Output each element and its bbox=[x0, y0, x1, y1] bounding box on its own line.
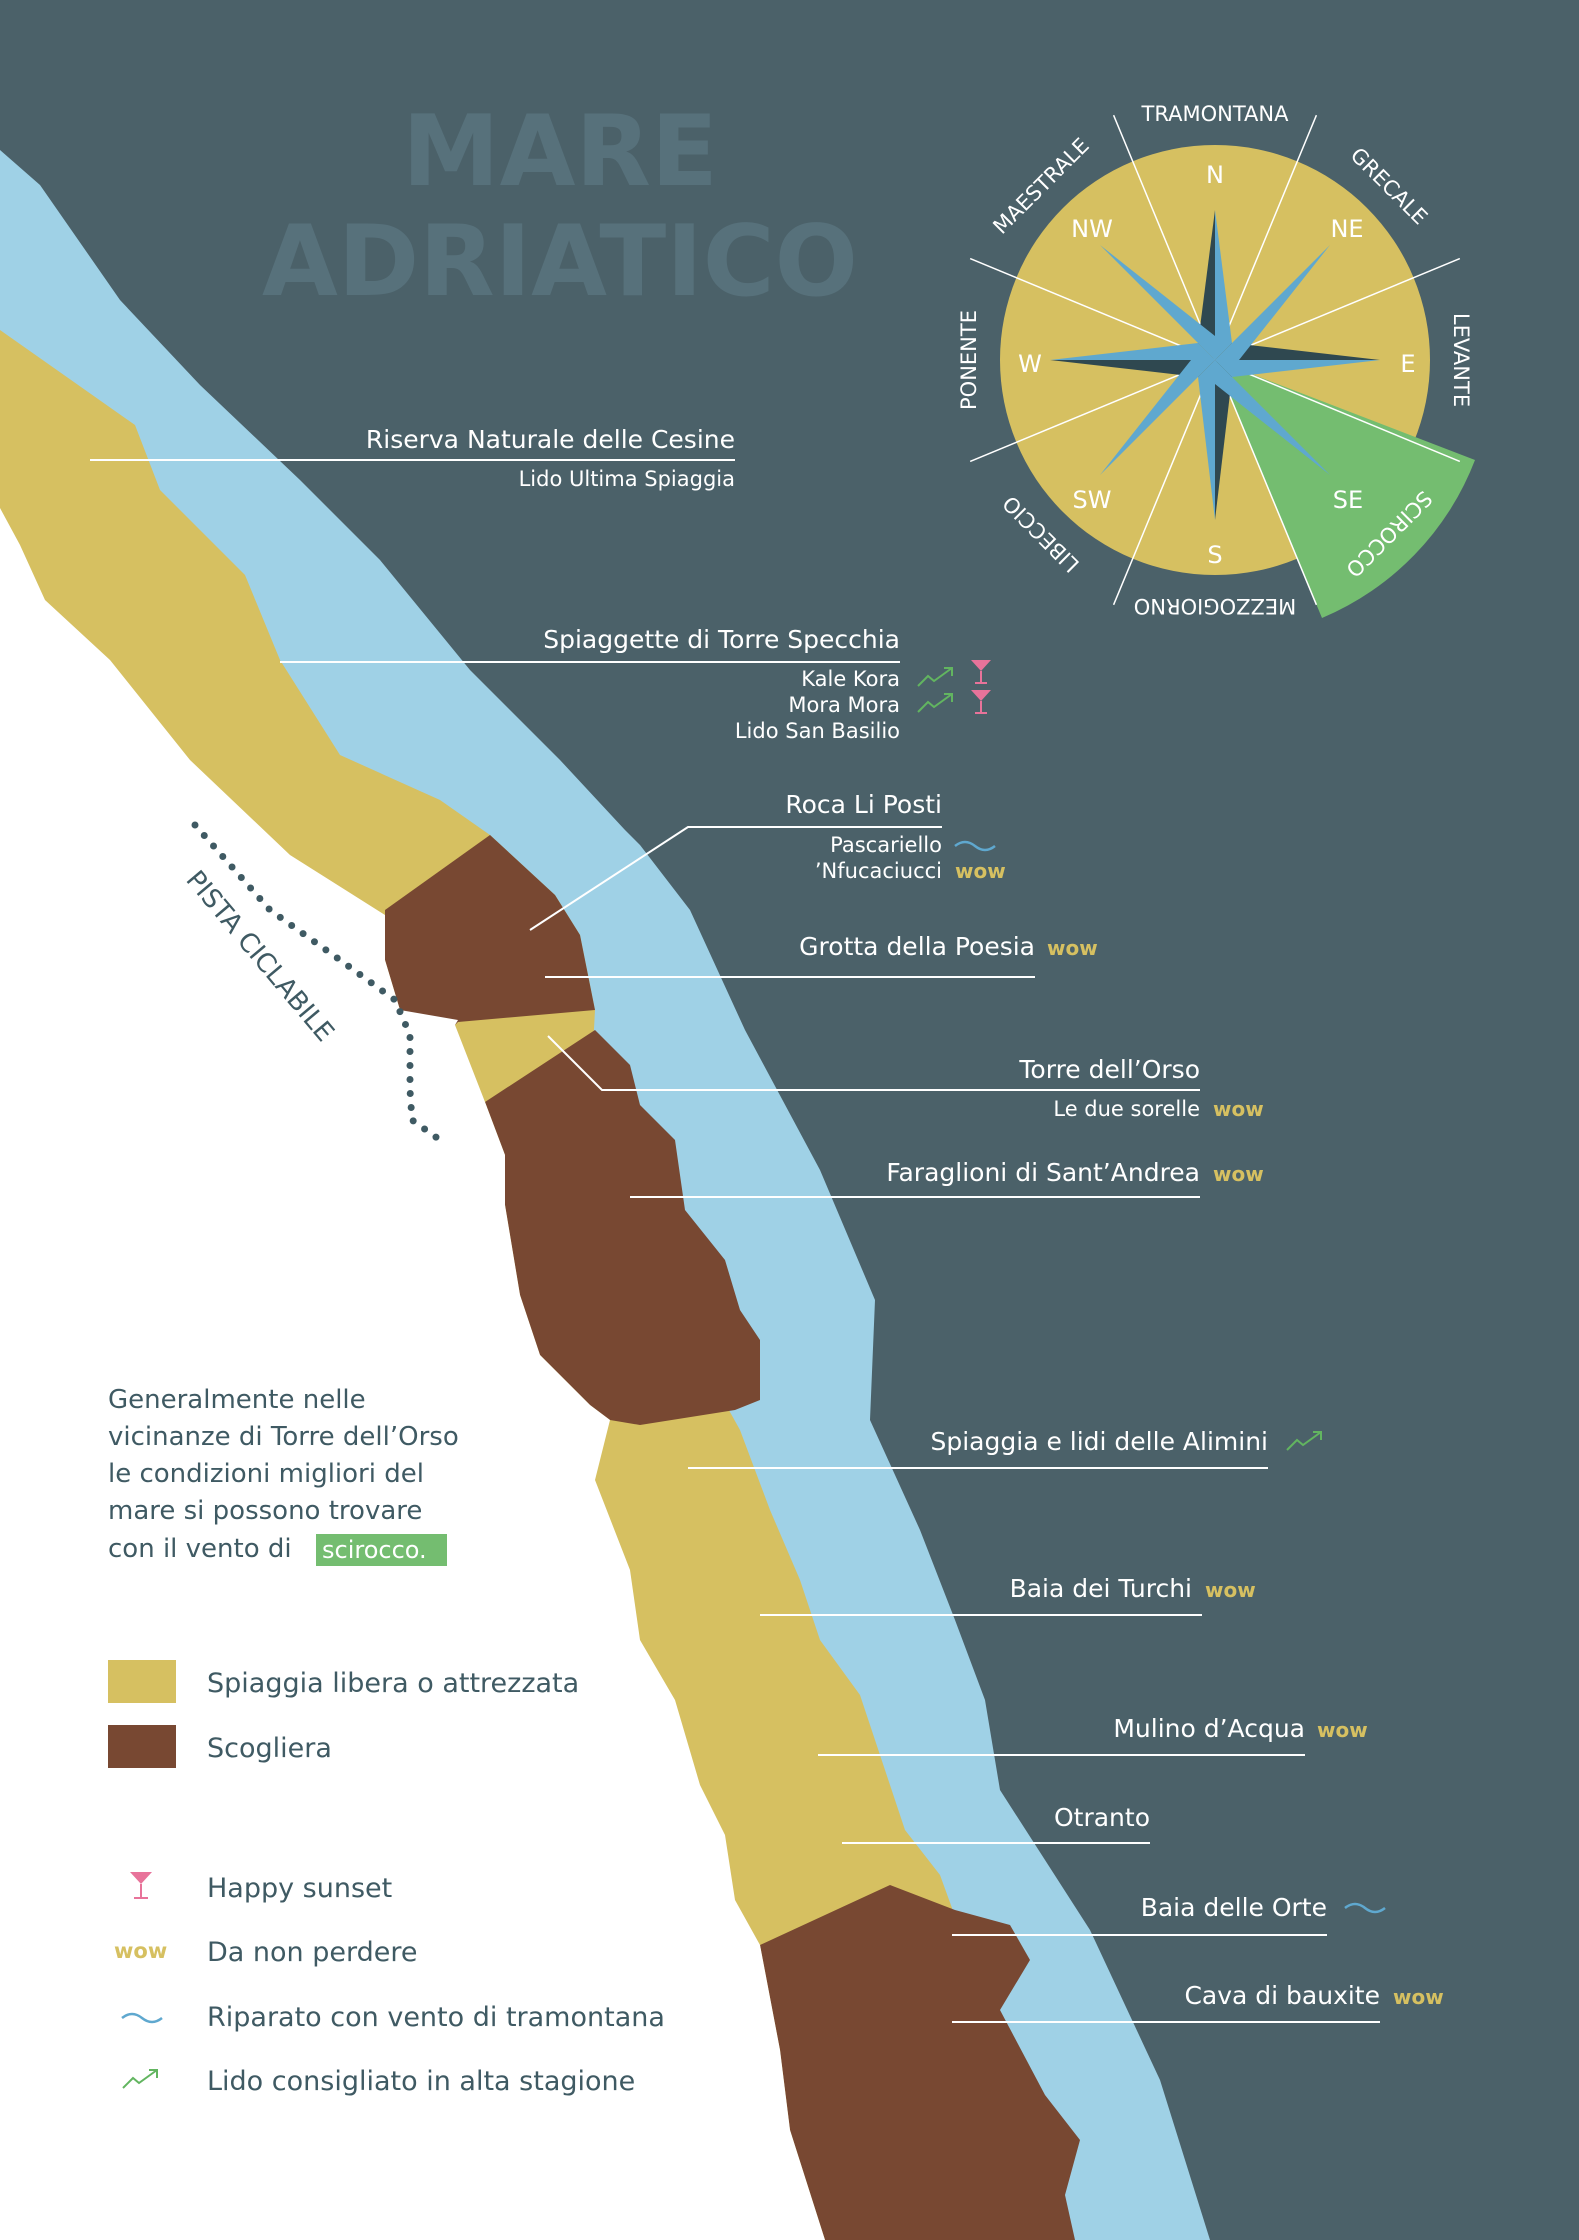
place-torre-specchia: Spiaggette di Torre Specchia bbox=[543, 625, 900, 654]
compass-dir-ne: NE bbox=[1330, 215, 1363, 243]
cliff-otranto bbox=[760, 1885, 1080, 2240]
compass-wind-tramontana: TRAMONTANA bbox=[1141, 102, 1290, 126]
wow-faraglioni: wow bbox=[1213, 1162, 1264, 1186]
place-nfucaciucci: ’Nfucaciucci bbox=[815, 859, 942, 883]
place-lido-san-basilio: Lido San Basilio bbox=[735, 719, 900, 743]
cocktail-icon bbox=[971, 690, 991, 714]
place-torre-orso: Torre dell’Orso bbox=[1018, 1055, 1200, 1084]
compass-star bbox=[1050, 210, 1380, 520]
scirocco-sector bbox=[1215, 360, 1475, 618]
note-highlight: scirocco. bbox=[322, 1536, 427, 1564]
wow-mulino-acqua: wow bbox=[1317, 1718, 1368, 1742]
cycle-path-line bbox=[191, 821, 444, 1144]
compass-dir-sw: SW bbox=[1073, 486, 1112, 514]
place-kale-kora: Kale Kora bbox=[801, 667, 900, 691]
leader-lines bbox=[90, 459, 1380, 2023]
place-pascariello: Pascariello bbox=[830, 833, 942, 857]
wow-baia-turchi: wow bbox=[1205, 1578, 1256, 1602]
cocktail-icon bbox=[971, 660, 991, 684]
note-line-5: con il vento di bbox=[108, 1534, 292, 1564]
wave-icon bbox=[954, 840, 996, 852]
inland-area bbox=[0, 508, 825, 2240]
note-line-4: mare si possono trovare bbox=[108, 1496, 422, 1526]
legend: Spiaggia libera o attrezzata Scogliera H… bbox=[108, 1660, 665, 2097]
legend-wow-mark: wow bbox=[114, 1939, 167, 1963]
compass-line bbox=[1112, 359, 1216, 606]
compass-dir-w: W bbox=[1018, 350, 1042, 378]
lido-icon bbox=[1286, 1431, 1322, 1451]
place-due-sorelle: Le due sorelle bbox=[1053, 1097, 1200, 1121]
cliff-roca bbox=[385, 835, 595, 1025]
place-mulino-acqua: Mulino d’Acqua bbox=[1113, 1714, 1305, 1743]
lido-icon bbox=[917, 667, 953, 687]
compass-wind-levante: LEVANTE bbox=[1449, 313, 1473, 407]
legend-beach-label: Spiaggia libera o attrezzata bbox=[207, 1668, 579, 1699]
legend-lido-label: Lido consigliato in alta stagione bbox=[207, 2066, 635, 2097]
note-line-2: vicinanze di Torre dell’Orso bbox=[108, 1422, 459, 1452]
compass-dir-e: E bbox=[1400, 350, 1415, 378]
lido-icon bbox=[917, 693, 953, 713]
place-riserva-cesine: Riserva Naturale delle Cesine bbox=[366, 425, 735, 454]
legend-beach-swatch bbox=[108, 1660, 176, 1703]
compass-line bbox=[1214, 359, 1318, 606]
compass-line bbox=[1214, 257, 1461, 361]
compass-dir-n: N bbox=[1206, 161, 1224, 189]
compass-line bbox=[1112, 114, 1216, 361]
note-line-3: le condizioni migliori del bbox=[108, 1459, 424, 1489]
wow-grotta-poesia: wow bbox=[1047, 936, 1098, 960]
legend-cliff-swatch bbox=[108, 1725, 176, 1768]
legend-wave-icon bbox=[121, 2012, 163, 2024]
note-highlight-box bbox=[316, 1534, 447, 1566]
place-grotta-poesia: Grotta della Poesia bbox=[799, 932, 1035, 961]
compass-dir-s: S bbox=[1207, 541, 1222, 569]
legend-wow-label: Da non perdere bbox=[207, 1937, 418, 1968]
wow-cava-bauxite: wow bbox=[1393, 1985, 1444, 2009]
sea-title-line1: MARE bbox=[402, 95, 718, 209]
legend-sunset-label: Happy sunset bbox=[207, 1873, 392, 1904]
wave-icon bbox=[1344, 1902, 1386, 1914]
wow-due-sorelle: wow bbox=[1213, 1097, 1264, 1121]
sea-title-line2: ADRIATICO bbox=[262, 205, 858, 319]
wind-note: Generalmente nelle vicinanze di Torre de… bbox=[108, 1385, 459, 1566]
legend-lido-icon bbox=[122, 2069, 158, 2089]
compass-dir-nw: NW bbox=[1071, 215, 1113, 243]
place-baia-turchi: Baia dei Turchi bbox=[1010, 1574, 1192, 1603]
compass-rose: N NE E SE S SW W NW TRAMONTANAGRECALELEV… bbox=[957, 102, 1475, 618]
wow-nfucaciucci: wow bbox=[955, 859, 1006, 883]
place-faraglioni: Faraglioni di Sant’Andrea bbox=[886, 1158, 1200, 1187]
place-cava-bauxite: Cava di bauxite bbox=[1184, 1981, 1380, 2010]
compass-line bbox=[969, 359, 1216, 463]
compass-lines bbox=[969, 114, 1461, 606]
place-alimini: Spiaggia e lidi delle Alimini bbox=[931, 1427, 1269, 1456]
legend-cliff-label: Scogliera bbox=[207, 1733, 332, 1764]
compass-line bbox=[969, 257, 1216, 361]
compass-wind-mezzogiorno: MEZZOGIORNO bbox=[1134, 594, 1297, 618]
place-mora-mora: Mora Mora bbox=[788, 693, 900, 717]
compass-dir-se: SE bbox=[1333, 486, 1363, 514]
note-line-1: Generalmente nelle bbox=[108, 1385, 366, 1415]
compass-line bbox=[1214, 114, 1318, 361]
cliff-torre-orso bbox=[485, 1030, 760, 1425]
compass-line bbox=[1214, 359, 1461, 463]
place-roca-li-posti: Roca Li Posti bbox=[785, 790, 942, 819]
place-lido-ultima-spiaggia: Lido Ultima Spiaggia bbox=[519, 467, 735, 491]
place-baia-orte: Baia delle Orte bbox=[1141, 1893, 1327, 1922]
compass-wind-ponente: PONENTE bbox=[957, 310, 981, 410]
legend-shelter-label: Riparato con vento di tramontana bbox=[207, 2002, 665, 2033]
place-otranto: Otranto bbox=[1054, 1803, 1150, 1832]
legend-cocktail-icon bbox=[130, 1872, 152, 1899]
